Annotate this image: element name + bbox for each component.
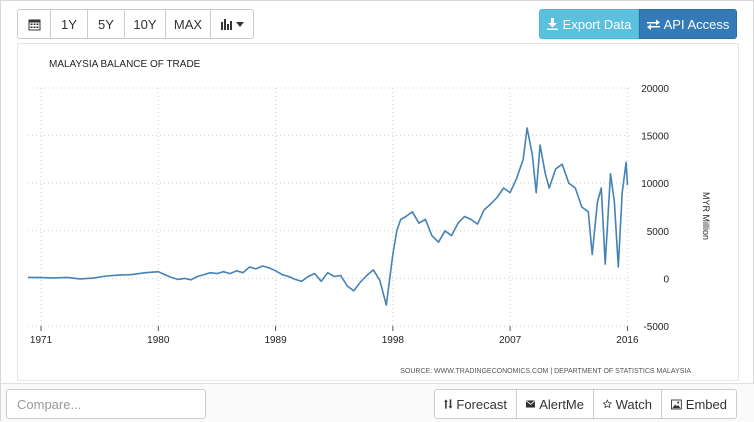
x-tick-label: 2007 bbox=[499, 335, 522, 346]
series-layer bbox=[27, 127, 629, 306]
image-icon bbox=[671, 399, 682, 409]
range-10y-button[interactable]: 10Y bbox=[124, 9, 166, 39]
series-line-0 bbox=[27, 127, 629, 306]
forecast-button[interactable]: Forecast bbox=[434, 389, 517, 419]
alertme-button[interactable]: AlertMe bbox=[516, 389, 594, 419]
range-toolbar: 1Y 5Y 10Y MAX bbox=[17, 9, 254, 39]
calendar-button[interactable] bbox=[17, 9, 51, 39]
y-axis-ticks: 20000 15000 10000 5000 0 -5000 bbox=[641, 84, 669, 333]
export-data-button[interactable]: Export Data bbox=[539, 9, 639, 39]
y-axis-label: MYR Million bbox=[701, 192, 711, 240]
watch-button[interactable]: Watch bbox=[593, 389, 662, 419]
x-tick-label: 1989 bbox=[264, 335, 287, 346]
grid-lines bbox=[28, 87, 630, 327]
y-tick-label: 0 bbox=[663, 274, 669, 285]
download-icon bbox=[546, 18, 558, 30]
exchange-icon bbox=[646, 19, 660, 30]
compare-input[interactable] bbox=[6, 389, 206, 419]
embed-button[interactable]: Embed bbox=[661, 389, 737, 419]
action-buttons: Forecast AlertMe Watch Embed bbox=[434, 389, 737, 419]
bottom-toolbar: Forecast AlertMe Watch Embed bbox=[1, 383, 754, 422]
chart-area: MALAYSIA BALANCE OF TRADE 20000 15000 1000… bbox=[17, 43, 739, 381]
envelope-icon bbox=[526, 400, 536, 408]
bar-chart-icon bbox=[220, 18, 232, 30]
y-tick-label: 5000 bbox=[647, 227, 670, 238]
caret-down-icon bbox=[235, 21, 244, 27]
chart-type-button[interactable] bbox=[210, 9, 254, 39]
x-axis-ticks: 1971 1980 1989 1998 2007 2016 bbox=[30, 326, 639, 346]
chart-title: MALAYSIA BALANCE OF TRADE bbox=[49, 59, 201, 70]
range-1y-button[interactable]: 1Y bbox=[50, 9, 88, 39]
range-5y-button[interactable]: 5Y bbox=[87, 9, 125, 39]
y-tick-label: 10000 bbox=[641, 179, 669, 190]
forecast-label: Forecast bbox=[456, 396, 507, 412]
sort-arrows-icon bbox=[444, 399, 453, 409]
x-tick-label: 1980 bbox=[147, 335, 170, 346]
export-data-label: Export Data bbox=[562, 16, 632, 32]
y-tick-label: 15000 bbox=[641, 132, 669, 143]
chart-source: SOURCE: WWW.TRADINGECONOMICS.COM | DEPAR… bbox=[400, 368, 691, 375]
y-tick-label: 20000 bbox=[641, 84, 669, 95]
x-tick-label: 1998 bbox=[382, 335, 405, 346]
range-max-button[interactable]: MAX bbox=[165, 9, 211, 39]
y-tick-label: -5000 bbox=[643, 322, 669, 333]
star-icon bbox=[603, 399, 612, 409]
api-access-label: API Access bbox=[663, 16, 730, 32]
watch-label: Watch bbox=[615, 396, 652, 412]
line-chart: MALAYSIA BALANCE OF TRADE 20000 15000 1000… bbox=[27, 59, 711, 375]
x-tick-label: 2016 bbox=[616, 335, 639, 346]
embed-label: Embed bbox=[685, 396, 727, 412]
calendar-icon bbox=[28, 19, 40, 30]
x-tick-label: 1971 bbox=[30, 335, 53, 346]
api-access-button[interactable]: API Access bbox=[639, 9, 737, 39]
alertme-label: AlertMe bbox=[539, 396, 584, 412]
